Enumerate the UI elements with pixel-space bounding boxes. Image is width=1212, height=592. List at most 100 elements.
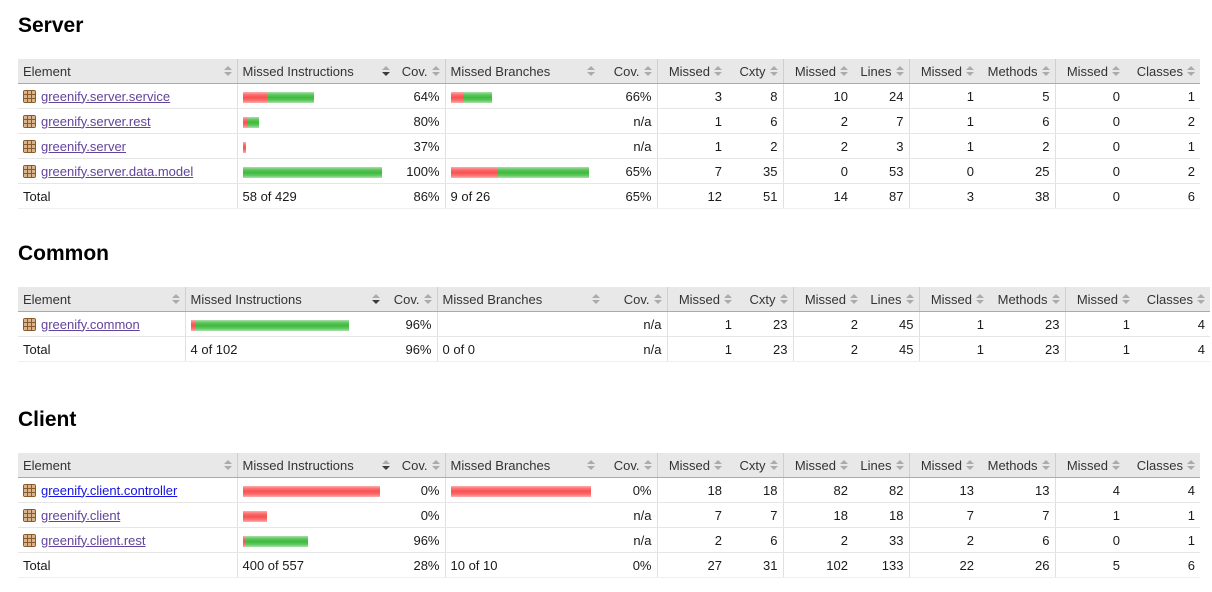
header-content: Element xyxy=(23,458,232,473)
total-metric-value: 87 xyxy=(889,188,904,204)
metric-value: 33 xyxy=(889,532,904,548)
column-header-missed[interactable]: Missed xyxy=(908,453,979,478)
header-content: Element xyxy=(23,292,180,307)
total-label-cell: Total xyxy=(18,336,185,362)
column-header-methods[interactable]: Methods xyxy=(989,287,1065,312)
column-header-missed-branches[interactable]: Missed Branches xyxy=(444,453,600,478)
column-header-classes[interactable]: Classes xyxy=(1125,453,1200,478)
total-branches-cov-value: 65% xyxy=(625,188,652,204)
column-header-classes[interactable]: Classes xyxy=(1135,287,1210,312)
column-header-cxty[interactable]: Cxty xyxy=(727,453,783,478)
column-header-missed[interactable]: Missed xyxy=(666,287,737,312)
header-content: Lines xyxy=(858,64,904,79)
sort-toggle-icon xyxy=(840,460,848,470)
element-cell: greenify.server.service xyxy=(18,83,237,109)
header-row: Element Missed Instructions Cov. Missed Bra… xyxy=(18,59,1200,84)
sort-down-arrow-icon xyxy=(714,466,722,470)
column-header-lines[interactable]: Lines xyxy=(863,287,919,312)
total-label: Total xyxy=(23,341,51,357)
column-header-missed-instructions[interactable]: Missed Instructions xyxy=(184,287,385,312)
branches-bar-cell xyxy=(444,83,600,109)
package-icon xyxy=(23,483,36,497)
instructions-coverage-value: 64% xyxy=(413,88,440,104)
branches-coverage-value: n/a xyxy=(633,532,652,548)
package-link[interactable]: greenify.client.controller xyxy=(41,482,178,498)
metric-value: 82 xyxy=(889,482,904,498)
column-header-missed[interactable]: Missed xyxy=(792,287,863,312)
column-header-element[interactable]: Element xyxy=(18,59,237,84)
total-branches-cell: 0 of 0 xyxy=(436,336,605,362)
column-header-cov-[interactable]: Cov. xyxy=(600,453,657,478)
element-content: greenify.server.rest xyxy=(23,114,232,129)
sort-down-arrow-icon xyxy=(382,466,390,470)
metric-cell: 25 xyxy=(979,158,1055,184)
sort-toggle-icon xyxy=(769,66,778,76)
missed-bar-segment xyxy=(242,485,380,497)
instructions-coverage-bar xyxy=(242,141,246,153)
total-metric-value: 1 xyxy=(724,341,732,357)
column-header-missed[interactable]: Missed xyxy=(908,59,979,84)
column-header-classes[interactable]: Classes xyxy=(1125,59,1200,84)
column-header-missed[interactable]: Missed xyxy=(656,59,727,84)
column-header-cov-[interactable]: Cov. xyxy=(600,59,657,84)
column-header-label: Missed xyxy=(794,457,836,473)
sort-toggle-icon xyxy=(1051,294,1060,304)
branches-coverage-cell: 0% xyxy=(600,477,657,503)
column-header-label: Missed xyxy=(794,63,836,79)
column-header-missed-branches[interactable]: Missed Branches xyxy=(444,59,600,84)
package-link[interactable]: greenify.server.rest xyxy=(41,113,151,129)
column-header-label: Lines xyxy=(870,291,902,307)
column-header-label: Classes xyxy=(1146,291,1193,307)
header-content: Missed xyxy=(799,292,858,307)
sort-up-arrow-icon xyxy=(714,66,722,70)
column-header-missed[interactable]: Missed xyxy=(782,453,853,478)
column-header-missed[interactable]: Missed xyxy=(1054,59,1125,84)
metric-value: 1 xyxy=(966,113,974,129)
sort-down-arrow-icon xyxy=(905,300,914,304)
column-header-missed[interactable]: Missed xyxy=(1064,287,1135,312)
package-link[interactable]: greenify.server xyxy=(41,138,127,154)
package-link[interactable]: greenify.server.data.model xyxy=(41,163,194,179)
column-header-missed-instructions[interactable]: Missed Instructions xyxy=(236,59,395,84)
column-header-label: Lines xyxy=(860,457,892,473)
column-header-methods[interactable]: Methods xyxy=(979,59,1055,84)
column-header-cov-[interactable]: Cov. xyxy=(605,287,667,312)
column-header-missed[interactable]: Missed xyxy=(782,59,853,84)
column-header-missed-instructions[interactable]: Missed Instructions xyxy=(236,453,395,478)
column-header-missed[interactable]: Missed xyxy=(918,287,989,312)
sort-down-arrow-icon xyxy=(779,300,788,304)
metric-cell: 1 xyxy=(1054,502,1125,528)
metric-cell: 1 xyxy=(1125,133,1200,159)
column-header-label: Classes xyxy=(1136,457,1183,473)
column-header-element[interactable]: Element xyxy=(18,287,185,312)
column-header-label: Methods xyxy=(987,63,1038,79)
branches-coverage-cell: n/a xyxy=(600,133,657,159)
column-header-missed[interactable]: Missed xyxy=(656,453,727,478)
header-content: Lines xyxy=(868,292,914,307)
header-content: Cxty xyxy=(732,64,778,79)
column-header-element[interactable]: Element xyxy=(18,453,237,478)
column-header-cov-[interactable]: Cov. xyxy=(385,287,437,312)
column-header-missed[interactable]: Missed xyxy=(1054,453,1125,478)
sort-up-arrow-icon xyxy=(1187,66,1195,70)
sort-toggle-icon xyxy=(966,460,974,470)
metric-value: 2 xyxy=(840,138,848,154)
column-header-lines[interactable]: Lines xyxy=(853,59,909,84)
package-link[interactable]: greenify.server.service xyxy=(41,88,171,104)
package-link[interactable]: greenify.client.rest xyxy=(41,532,146,548)
column-header-lines[interactable]: Lines xyxy=(853,453,909,478)
sort-toggle-icon xyxy=(840,66,848,76)
column-header-cov-[interactable]: Cov. xyxy=(395,59,445,84)
package-link[interactable]: greenify.common xyxy=(41,316,140,332)
package-link[interactable]: greenify.client xyxy=(41,507,121,523)
sort-up-arrow-icon xyxy=(382,460,390,464)
column-header-cxty[interactable]: Cxty xyxy=(727,59,783,84)
column-header-cxty[interactable]: Cxty xyxy=(737,287,793,312)
column-header-missed-branches[interactable]: Missed Branches xyxy=(436,287,605,312)
column-header-cov-[interactable]: Cov. xyxy=(395,453,445,478)
column-header-label: Missed xyxy=(920,457,962,473)
column-header-methods[interactable]: Methods xyxy=(979,453,1055,478)
metric-value: 0 xyxy=(1112,113,1120,129)
sort-toggle-icon xyxy=(1112,66,1120,76)
column-header-label: Cov. xyxy=(401,63,428,79)
